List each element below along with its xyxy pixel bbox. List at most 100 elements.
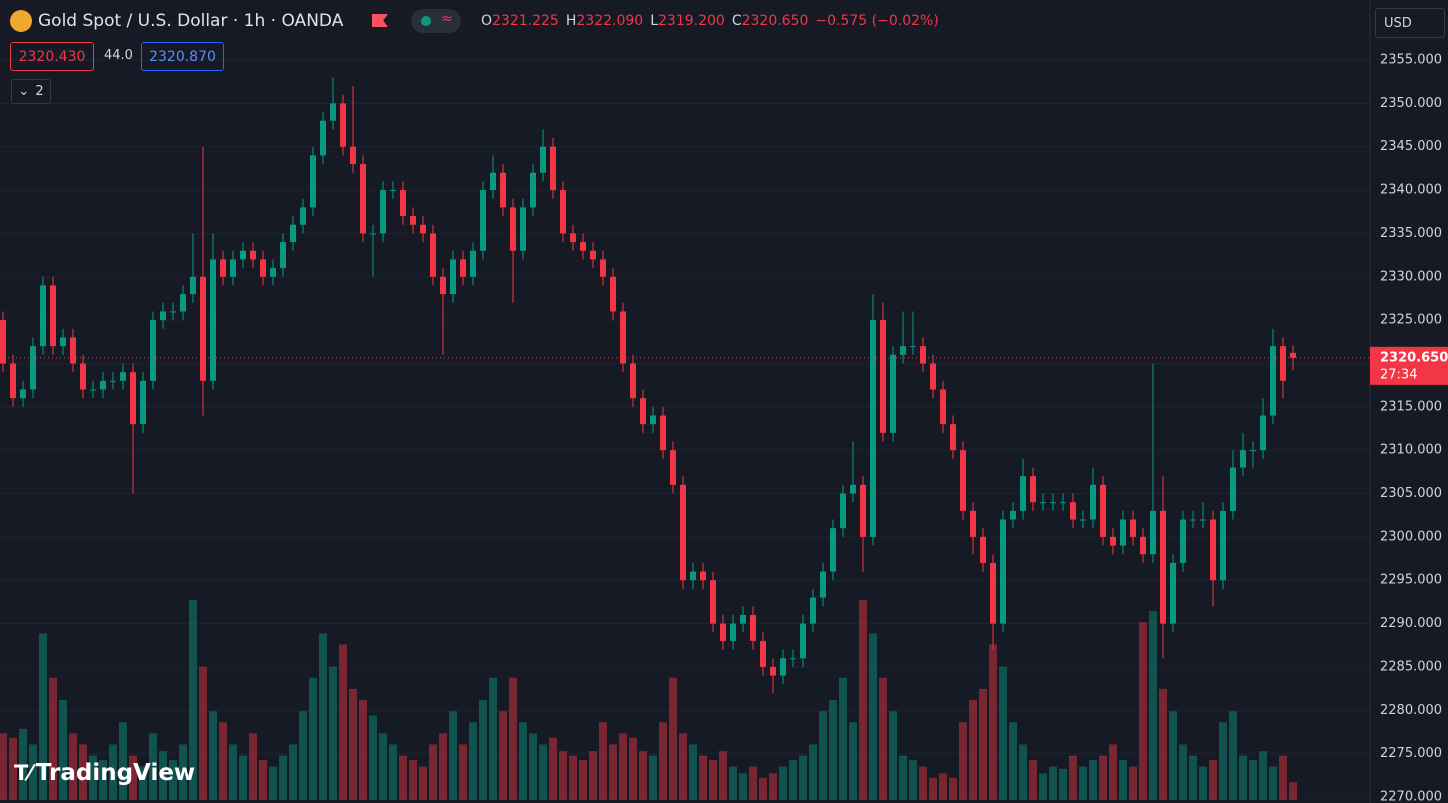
volume-bar [289, 744, 297, 800]
volume-bar [729, 766, 737, 800]
candle-body [370, 233, 376, 235]
volume-bar [1199, 766, 1207, 800]
volume-bar [809, 744, 817, 800]
volume-bar [1019, 744, 1027, 800]
candle-body [710, 580, 716, 624]
candle-body [180, 294, 186, 312]
volume-bar [429, 744, 437, 800]
volume-bar [989, 644, 997, 800]
candle-body [980, 536, 986, 563]
candle-body [680, 484, 686, 581]
y-tick-label: 2280.000 [1380, 703, 1442, 718]
volume-bar [759, 777, 767, 800]
candle-body [270, 268, 276, 277]
candle-body [1260, 415, 1266, 451]
candle-body [730, 623, 736, 641]
y-tick-label: 2355.000 [1380, 53, 1442, 68]
volume-bar [399, 755, 407, 800]
volume-bar [1029, 760, 1037, 800]
candle-body [430, 233, 436, 277]
volume-bar [939, 773, 947, 800]
volume-bar [489, 677, 497, 800]
volume-bar [549, 737, 557, 800]
volume-bar [869, 633, 877, 800]
volume-bar [599, 722, 607, 800]
volume-bar [1069, 755, 1077, 800]
volume-bar [319, 633, 327, 800]
volume-bar [159, 751, 167, 800]
volume-bar [139, 766, 147, 800]
volume-bar [49, 677, 57, 800]
volume-bar [979, 688, 987, 800]
candle-body [920, 346, 926, 364]
candle-body [280, 242, 286, 269]
candle-body [770, 666, 776, 676]
y-tick-label: 2300.000 [1380, 529, 1442, 544]
volume-bar [1039, 773, 1047, 800]
volume-bar [9, 737, 17, 800]
volume-bar [649, 755, 657, 800]
spread: 44.0 [104, 48, 133, 63]
candle-body [30, 346, 36, 390]
candle-body [130, 372, 136, 425]
y-tick-label: 2295.000 [1380, 573, 1442, 588]
bid-button[interactable]: 2320.430 [10, 42, 94, 71]
volume-bar [279, 755, 287, 800]
volume-bar [369, 715, 377, 800]
candle-body [750, 614, 756, 641]
volume-bar [1249, 760, 1257, 800]
candle-body [490, 172, 496, 191]
candle-body [990, 562, 996, 624]
candle-body [500, 172, 506, 208]
candle-body [360, 164, 366, 234]
candle-body [840, 493, 846, 529]
volume-bar [1139, 622, 1147, 800]
volume-bar [449, 711, 457, 800]
volume-bar [559, 751, 567, 800]
volume-bar [419, 766, 427, 800]
change: −0.575 (−0.02%) [815, 13, 939, 29]
y-tick-label: 2335.000 [1380, 226, 1442, 241]
candle-body [160, 311, 166, 321]
volume-bar [379, 733, 387, 800]
candle-body [860, 484, 866, 537]
candle-body [670, 450, 676, 485]
candle-body [940, 389, 946, 425]
candle-body [790, 658, 796, 660]
candle-body [170, 311, 176, 313]
volume-bar [1219, 722, 1227, 800]
candle-body [350, 146, 356, 165]
volume-bar [1179, 744, 1187, 800]
volume-bar [1169, 711, 1177, 800]
candle-body [80, 363, 86, 390]
volume-bar [509, 677, 517, 800]
volume-bar [259, 760, 267, 800]
volume-bar [1149, 611, 1157, 800]
volume-bar [659, 722, 667, 800]
candle-body [930, 363, 936, 390]
volume-bar [959, 722, 967, 800]
indicators-toggle[interactable]: ⌄ 2 [11, 79, 51, 104]
ohlc-value: 2319.200 [658, 13, 725, 29]
volume-bar [1159, 688, 1167, 800]
candle-body [40, 285, 46, 347]
candle-body [650, 415, 656, 425]
volume-bar [699, 755, 707, 800]
flag-icon[interactable] [372, 14, 388, 27]
candle-body [580, 242, 586, 251]
volume-bar [589, 751, 597, 800]
volume-bar [309, 677, 317, 800]
symbol-title[interactable]: Gold Spot / U.S. Dollar · 1h · OANDA [38, 11, 344, 31]
currency-select[interactable]: USD [1375, 8, 1445, 38]
candle-body [1190, 519, 1196, 521]
market-status[interactable]: ≈ [411, 9, 461, 33]
volume-bar [689, 744, 697, 800]
candle-body [90, 389, 96, 391]
ask-button[interactable]: 2320.870 [141, 42, 224, 71]
volume-bar [69, 733, 77, 800]
candle-body [310, 155, 316, 208]
candle-body [660, 415, 666, 451]
candle-body [400, 190, 406, 217]
candle-body [570, 233, 576, 243]
